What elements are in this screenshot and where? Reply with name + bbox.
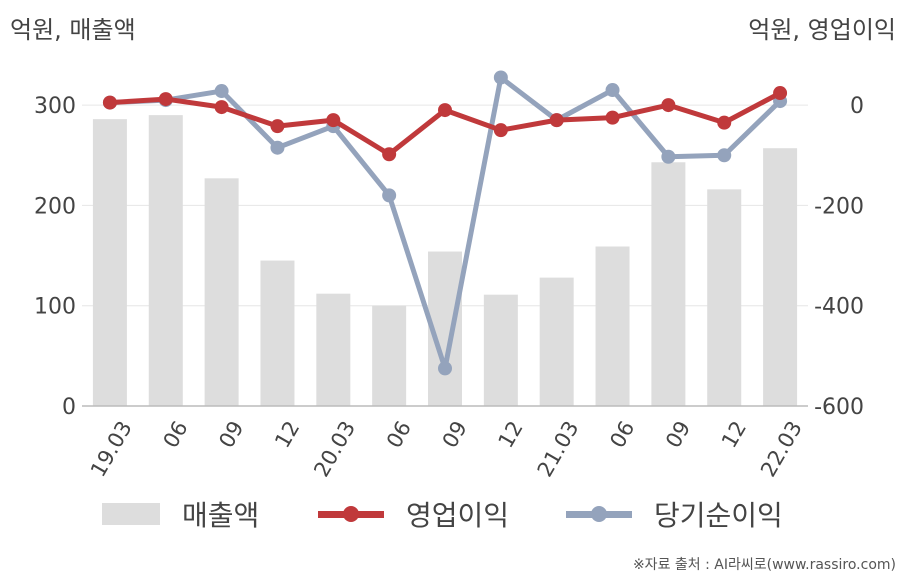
legend-label-net-income: 당기순이익: [654, 499, 783, 532]
operating-profit-point: [214, 100, 229, 115]
net-income-point: [270, 140, 285, 155]
revenue-bar: [651, 162, 686, 406]
x-tick-label: 06: [382, 417, 416, 452]
legend: 매출액 영업이익 당기순이익: [0, 492, 908, 536]
y-right-tick-label: -200: [814, 194, 864, 219]
net-income-point: [438, 361, 452, 376]
net-income-point: [717, 148, 732, 163]
operating-profit-point: [605, 110, 620, 125]
right-axis-unit-label: 억원, 영업이익: [748, 16, 896, 44]
source-note: ※자료 출처 : AI라씨로(www.rassiro.com): [632, 557, 896, 573]
revenue-bar: [707, 189, 742, 406]
x-tick-label: 20.03: [309, 417, 360, 481]
revenue-bar: [763, 148, 798, 407]
operating-profit-line: [109, 90, 782, 157]
left-axis-unit-label: 억원, 매출액: [10, 16, 136, 44]
profit-lines: [102, 70, 788, 376]
net-income-point: [661, 149, 676, 164]
legend-item-revenue: 매출액: [102, 492, 259, 536]
y-right-tick-label: -600: [814, 395, 864, 420]
net-income-point: [214, 84, 229, 99]
revenue-bar: [372, 305, 407, 406]
x-tick-label: 21.03: [533, 417, 584, 481]
operating-profit-point: [326, 113, 341, 128]
revenue-bar: [483, 294, 518, 406]
y-right-tick-label: -400: [814, 295, 864, 320]
operating-profit-point: [493, 123, 508, 138]
operating-profit-point: [661, 98, 676, 113]
operating-profit-point: [717, 115, 732, 130]
legend-item-operating-profit: 영업이익: [318, 492, 509, 536]
operating-profit-point: [158, 92, 173, 107]
x-tick-label: 06: [605, 417, 639, 452]
y-right-tick-label: 0: [850, 94, 864, 119]
operating-profit-point: [382, 147, 397, 162]
operating-profit-point: [549, 113, 564, 128]
y-left-tick-label: 0: [62, 395, 76, 420]
x-tick-label: 12: [270, 417, 304, 452]
x-tick-label: 12: [717, 417, 751, 452]
revenue-bar: [92, 119, 127, 406]
legend-swatch-revenue: [102, 503, 160, 525]
legend-label-operating-profit: 영업이익: [406, 499, 510, 532]
legend-item-net-income: 당기순이익: [566, 492, 783, 536]
operating-profit-point: [102, 95, 117, 110]
x-tick-label: 09: [661, 417, 695, 452]
operating-profit-point: [438, 103, 452, 118]
x-tick-label: 09: [438, 417, 472, 452]
revenue-bar: [539, 277, 574, 406]
y-left-tick-label: 200: [34, 194, 76, 219]
x-tick-label: 19.03: [86, 417, 137, 481]
legend-swatch-net-income: [566, 503, 632, 525]
y-left-tick-label: 100: [34, 295, 76, 320]
revenue-bar: [595, 246, 630, 406]
operating-profit-point: [270, 119, 285, 134]
legend-label-revenue: 매출액: [182, 499, 260, 532]
net-income-point: [493, 70, 508, 85]
net-income-point: [605, 83, 620, 98]
revenue-bar: [316, 293, 351, 406]
revenue-bar: [204, 178, 239, 406]
x-tick-label: 12: [494, 417, 528, 452]
revenue-bars: [92, 115, 798, 407]
x-tick-label: 09: [214, 417, 248, 452]
revenue-bar: [148, 115, 183, 406]
net-income-point: [382, 188, 397, 203]
legend-swatch-operating-profit: [318, 503, 384, 525]
y-left-tick-label: 300: [34, 94, 76, 119]
operating-profit-point: [773, 86, 788, 101]
revenue-bar: [260, 260, 295, 406]
x-tick-label: 22.03: [756, 417, 807, 481]
x-tick-label: 06: [158, 417, 192, 452]
